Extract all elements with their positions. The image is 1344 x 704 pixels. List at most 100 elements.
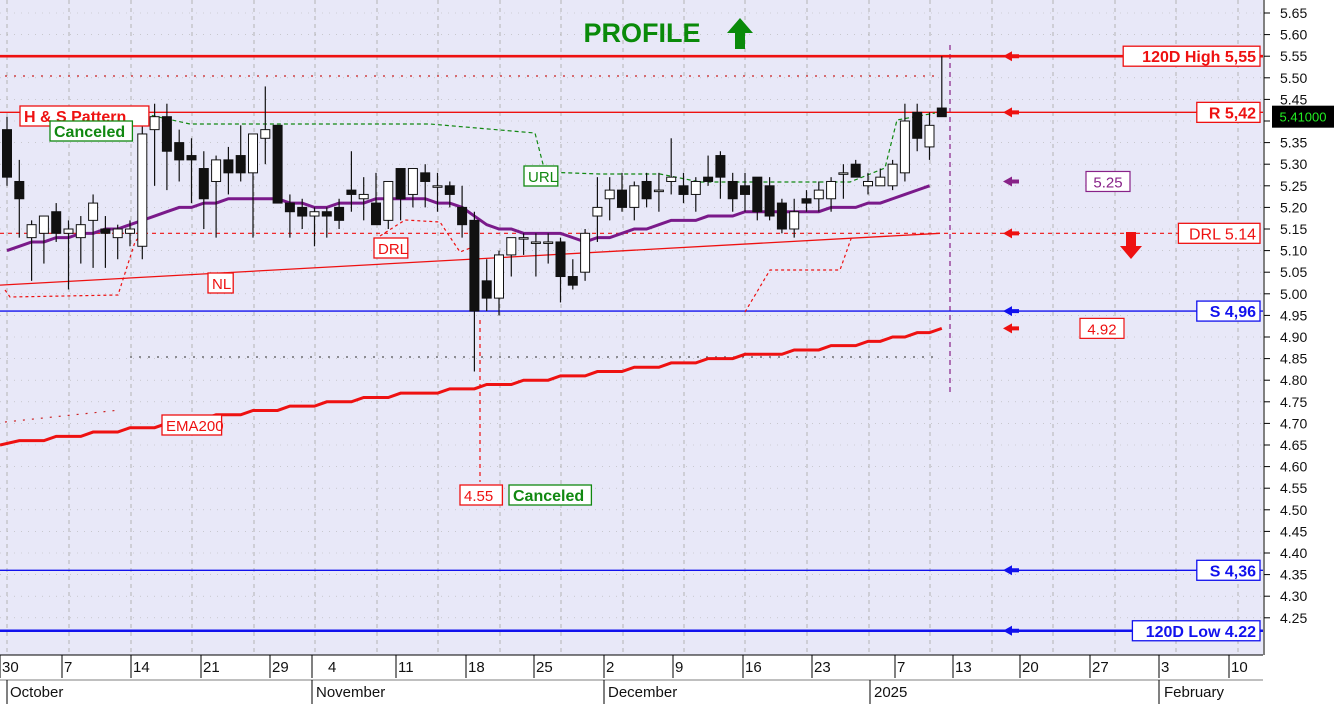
drl-trail-right bbox=[744, 235, 853, 313]
x-day-label: 11 bbox=[398, 659, 414, 676]
annotation-label: NL bbox=[212, 276, 231, 293]
candle-body bbox=[936, 107, 947, 118]
candle-body bbox=[838, 172, 849, 175]
candle-body bbox=[272, 124, 283, 204]
marker-label: 5.25 bbox=[1093, 174, 1122, 191]
dotted-level-left bbox=[4, 409, 121, 423]
level-label: DRL 5.14 bbox=[1189, 226, 1256, 243]
y-tick-label: 5.15 bbox=[1280, 221, 1307, 237]
y-tick-label: 4.80 bbox=[1280, 372, 1307, 388]
level-arrow bbox=[1003, 565, 1019, 576]
y-tick-label: 4.55 bbox=[1280, 480, 1307, 496]
level-label: R 5,42 bbox=[1209, 105, 1256, 122]
candle-body bbox=[481, 280, 492, 299]
candle-body bbox=[506, 237, 517, 256]
level-label-box bbox=[1131, 620, 1261, 642]
x-day-label: 27 bbox=[1092, 659, 1109, 676]
candle-body bbox=[14, 180, 25, 200]
y-tick-label: 5.35 bbox=[1280, 135, 1307, 151]
candle-body bbox=[912, 111, 923, 139]
level-arrow bbox=[1003, 51, 1019, 62]
candle-body bbox=[653, 189, 664, 193]
candle-body bbox=[875, 176, 886, 187]
x-day-label: 20 bbox=[1022, 659, 1039, 676]
x-month-label: February bbox=[1164, 684, 1225, 701]
candle-body bbox=[863, 180, 873, 187]
drl-down-arrow bbox=[1120, 232, 1142, 259]
level-arrow bbox=[1003, 107, 1019, 118]
y-axis: 5.655.605.555.505.455.405.355.305.255.20… bbox=[1263, 0, 1334, 655]
y-tick-label: 5.30 bbox=[1280, 156, 1307, 172]
candle-body bbox=[161, 116, 172, 152]
x-day-label: 9 bbox=[675, 659, 683, 676]
candle-body bbox=[26, 224, 37, 239]
level-label: S 4,36 bbox=[1210, 563, 1256, 580]
candle-body bbox=[2, 129, 12, 178]
y-tick-label: 5.00 bbox=[1280, 286, 1307, 302]
y-tick-label: 5.05 bbox=[1280, 264, 1307, 280]
candle-body bbox=[752, 176, 763, 213]
candle-body bbox=[469, 219, 480, 312]
annotation-box bbox=[523, 165, 559, 187]
x-day-label: 30 bbox=[2, 659, 19, 676]
level-label-box bbox=[1196, 101, 1261, 124]
y-tick-label: 4.50 bbox=[1280, 502, 1307, 518]
candle-body bbox=[321, 211, 332, 217]
marker-arrow bbox=[1003, 176, 1019, 187]
y-tick-label: 5.45 bbox=[1280, 91, 1307, 107]
candle-body bbox=[887, 163, 898, 187]
annotation-label: URL bbox=[528, 169, 558, 186]
y-tick-label: 4.70 bbox=[1280, 415, 1307, 431]
candle-body bbox=[641, 180, 652, 200]
chart-title-text: PROFILE bbox=[583, 18, 700, 48]
candle-body bbox=[813, 189, 824, 200]
candle-body bbox=[432, 185, 443, 188]
candle-body bbox=[186, 155, 197, 161]
annotation-box bbox=[207, 272, 234, 294]
last-price-label: 5.41000 bbox=[1280, 110, 1327, 125]
candle-body bbox=[924, 124, 935, 148]
last-price-box bbox=[1272, 105, 1334, 128]
candle-body bbox=[383, 180, 394, 221]
candle-body bbox=[248, 133, 258, 174]
candle-body bbox=[494, 254, 504, 299]
x-day-label: 16 bbox=[745, 659, 762, 676]
marker-arrow bbox=[1003, 323, 1019, 334]
url-line bbox=[144, 112, 936, 183]
candle-body bbox=[88, 202, 99, 221]
candle-body bbox=[51, 211, 62, 234]
candle-body bbox=[530, 241, 541, 244]
y-tick-label: 5.10 bbox=[1280, 243, 1307, 259]
marker-label: 4.92 bbox=[1087, 321, 1116, 338]
x-month-label: December bbox=[608, 684, 677, 701]
level-label: S 4,96 bbox=[1210, 304, 1256, 321]
y-tick-label: 4.90 bbox=[1280, 329, 1307, 345]
candle-body bbox=[899, 120, 910, 174]
candle-body bbox=[75, 224, 86, 239]
candle-body bbox=[174, 142, 185, 161]
annotation-box bbox=[459, 484, 504, 506]
level-label-box bbox=[1196, 559, 1261, 581]
candle-body bbox=[420, 172, 431, 182]
candle-body bbox=[826, 180, 837, 200]
candle-body bbox=[666, 176, 677, 182]
annotation-box bbox=[373, 237, 409, 259]
level-label: 120D High 5,55 bbox=[1142, 49, 1256, 66]
drl-trail-mid bbox=[379, 219, 479, 253]
moving-average-line bbox=[6, 184, 930, 253]
candle-body bbox=[444, 185, 455, 195]
y-tick-label: 5.65 bbox=[1280, 5, 1307, 21]
annotation-box bbox=[508, 484, 593, 506]
title-up-arrow bbox=[727, 18, 753, 49]
candle-body bbox=[137, 133, 148, 247]
candle-body bbox=[789, 211, 800, 230]
candle-body bbox=[617, 189, 627, 208]
x-day-label: 21 bbox=[203, 659, 220, 676]
candle-body bbox=[395, 168, 406, 200]
annotation-label: Canceled bbox=[513, 488, 584, 505]
candle-body bbox=[334, 206, 345, 221]
annotation-label: DRL bbox=[378, 241, 408, 258]
candle-body bbox=[592, 206, 603, 217]
y-tick-label: 5.50 bbox=[1280, 70, 1307, 86]
